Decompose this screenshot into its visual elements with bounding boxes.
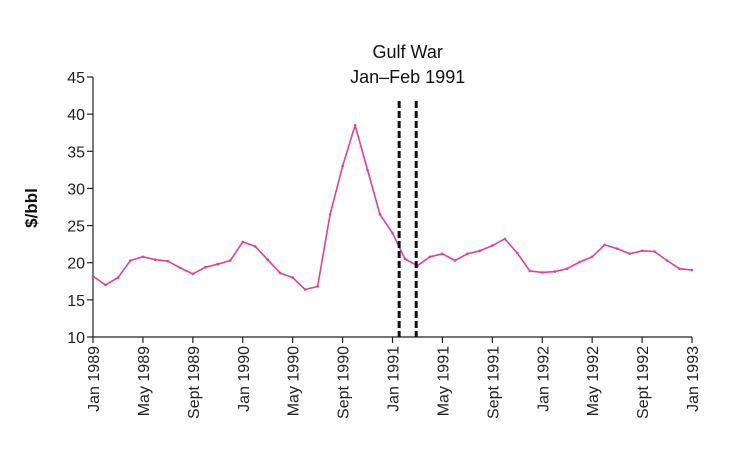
- y-axis-label: $/bbl: [22, 188, 41, 228]
- x-tick-label: Sept 1990: [336, 346, 353, 419]
- price-data-point: [278, 271, 282, 275]
- price-data-point: [191, 272, 195, 276]
- price-data-point: [528, 269, 532, 273]
- price-data-point: [166, 259, 170, 263]
- x-tick-label: May 1990: [286, 346, 303, 416]
- price-data-point: [478, 249, 482, 253]
- x-tick-label: Jan 1989: [86, 346, 103, 412]
- price-data-point: [253, 245, 257, 248]
- price-data-point: [491, 244, 494, 247]
- price-data-point: [303, 288, 307, 291]
- price-data-point: [466, 252, 469, 256]
- y-tick-label: 15: [67, 293, 85, 310]
- price-data-point: [116, 276, 120, 279]
- x-tick-label: Jan 1991: [386, 346, 403, 412]
- price-data-point: [603, 243, 606, 247]
- price-data-point: [541, 271, 544, 274]
- x-tick-label: May 1991: [435, 346, 452, 416]
- price-data-point: [578, 260, 581, 264]
- price-data-point: [204, 265, 207, 269]
- x-tick-label: Jan 1993: [685, 346, 702, 412]
- x-tick-label: Jan 1992: [535, 346, 552, 412]
- y-tick-label: 20: [67, 256, 85, 273]
- x-tick-label: Sept 1992: [635, 346, 652, 419]
- price-data-point: [241, 240, 245, 244]
- price-data-point: [129, 259, 132, 262]
- price-data-point: [179, 266, 182, 270]
- price-data-point: [341, 164, 344, 168]
- annotation-layer: Gulf War Jan–Feb 1991: [350, 42, 465, 337]
- price-data-point: [291, 276, 295, 279]
- y-tick-label: 45: [67, 70, 85, 87]
- price-data-point: [91, 274, 95, 278]
- y-tick-label: 25: [67, 219, 85, 236]
- y-axis: 10 15 20 25 30 35 40 45: [67, 70, 94, 347]
- price-data-point: [154, 258, 157, 262]
- price-data-point: [366, 168, 369, 172]
- y-tick-label: 35: [67, 144, 85, 161]
- price-data-point: [229, 259, 232, 262]
- price-data-point: [453, 259, 457, 262]
- y-tick-label: 40: [67, 107, 85, 124]
- gulf-war-annotation-label: Jan–Feb 1991: [350, 67, 465, 87]
- y-tick-label: 10: [67, 330, 85, 347]
- price-data-point: [104, 283, 107, 287]
- price-data-point: [378, 213, 382, 216]
- price-data-point: [590, 255, 594, 259]
- x-tick-label: Sept 1991: [485, 346, 502, 419]
- price-data-point: [653, 250, 656, 253]
- price-data-point: [678, 267, 681, 271]
- price-data-point: [141, 255, 145, 259]
- price-data-point: [391, 231, 394, 235]
- price-data-point: [690, 268, 694, 272]
- price-data-point: [615, 247, 619, 250]
- price-data-point: [553, 270, 556, 273]
- price-data-point: [428, 255, 432, 259]
- price-data-point: [403, 257, 407, 261]
- x-tick-label: Sept 1989: [186, 346, 203, 419]
- price-data-point: [640, 249, 644, 253]
- price-data-point: [516, 251, 519, 255]
- x-tick-label: May 1992: [585, 346, 602, 416]
- price-data-point: [266, 258, 270, 262]
- x-tick-label: Jan 1990: [236, 346, 253, 412]
- price-data-point: [316, 285, 319, 288]
- price-data-point: [441, 252, 444, 256]
- x-axis: Jan 1989 May 1989 Sept 1989 Jan 1990 May 199…: [86, 336, 702, 419]
- price-data-point: [628, 252, 631, 256]
- price-data-point: [216, 262, 220, 266]
- x-tick-label: May 1989: [136, 346, 153, 416]
- series-layer: [91, 124, 694, 291]
- price-data-point: [503, 237, 507, 241]
- price-data-point: [328, 213, 332, 216]
- price-data-point: [565, 267, 569, 271]
- price-series-line: [92, 124, 693, 291]
- price-data-point: [665, 259, 669, 262]
- gulf-war-annotation-label: Gulf War: [373, 42, 443, 62]
- price-data-point: [353, 124, 357, 127]
- y-tick-label: 30: [67, 181, 85, 198]
